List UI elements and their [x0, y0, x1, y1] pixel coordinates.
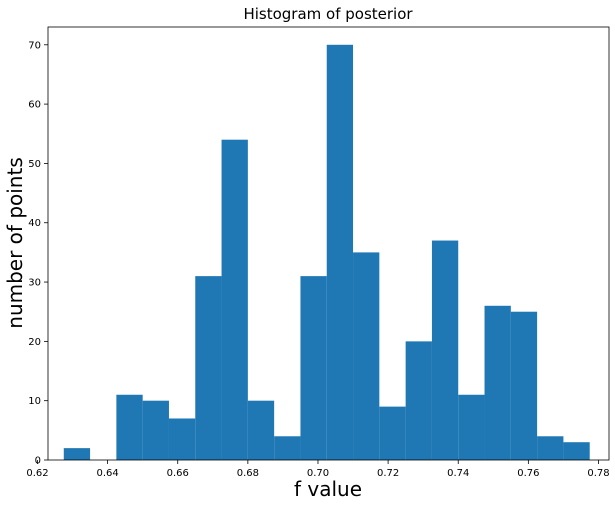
x-tick-label: 0.78	[587, 468, 609, 479]
histogram-bar	[195, 276, 222, 460]
x-tick-label: 0.72	[377, 468, 399, 479]
y-tick-label: 50	[28, 159, 41, 170]
x-tick-label: 0.76	[517, 468, 539, 479]
histogram-bar	[116, 394, 143, 460]
x-tick-label: 0.74	[447, 468, 469, 479]
histogram-bar	[458, 394, 485, 460]
histogram-bar	[510, 311, 538, 460]
histogram-bar	[274, 436, 301, 460]
y-tick-label: 60	[28, 100, 41, 111]
y-tick-label: 40	[28, 218, 41, 229]
y-tick-label: 10	[28, 396, 41, 407]
x-tick-label: 0.66	[167, 468, 189, 479]
histogram-bar	[405, 341, 432, 460]
histogram-bar	[300, 276, 327, 460]
x-tick-label: 0.70	[307, 468, 329, 479]
histogram-bar	[563, 442, 590, 460]
x-tick-label: 0.68	[237, 468, 259, 479]
y-axis-ticks: 0 10 20 30 40 50 60 70	[28, 40, 48, 467]
x-tick-label: 0.64	[96, 468, 118, 479]
histogram-bar	[353, 252, 380, 460]
histogram-bar	[379, 406, 406, 460]
histogram-bar	[168, 418, 196, 460]
y-axis-label: number of points	[3, 157, 27, 328]
histogram-bar	[326, 44, 354, 460]
bars-group	[63, 44, 590, 461]
histogram-bar	[484, 305, 511, 460]
plot-frame	[47, 26, 610, 461]
histogram-bar	[537, 436, 564, 460]
y-tick-label: 30	[28, 278, 41, 289]
x-axis-ticks: 0.62 0.64 0.66 0.68 0.70 0.72 0.74 0.76 0.78	[26, 460, 610, 479]
histogram-bar	[63, 448, 91, 460]
x-axis-label: f value	[294, 477, 362, 501]
histogram-bar	[247, 400, 275, 460]
y-tick-label: 70	[28, 40, 41, 51]
chart-title: Histogram of posterior	[243, 5, 413, 23]
y-tick-label: 20	[28, 337, 41, 348]
histogram-bar	[431, 240, 459, 460]
histogram-bar	[142, 400, 169, 460]
histogram-bar	[221, 139, 248, 461]
x-tick-label: 0.62	[26, 468, 48, 479]
y-tick-label: 0	[35, 456, 41, 467]
